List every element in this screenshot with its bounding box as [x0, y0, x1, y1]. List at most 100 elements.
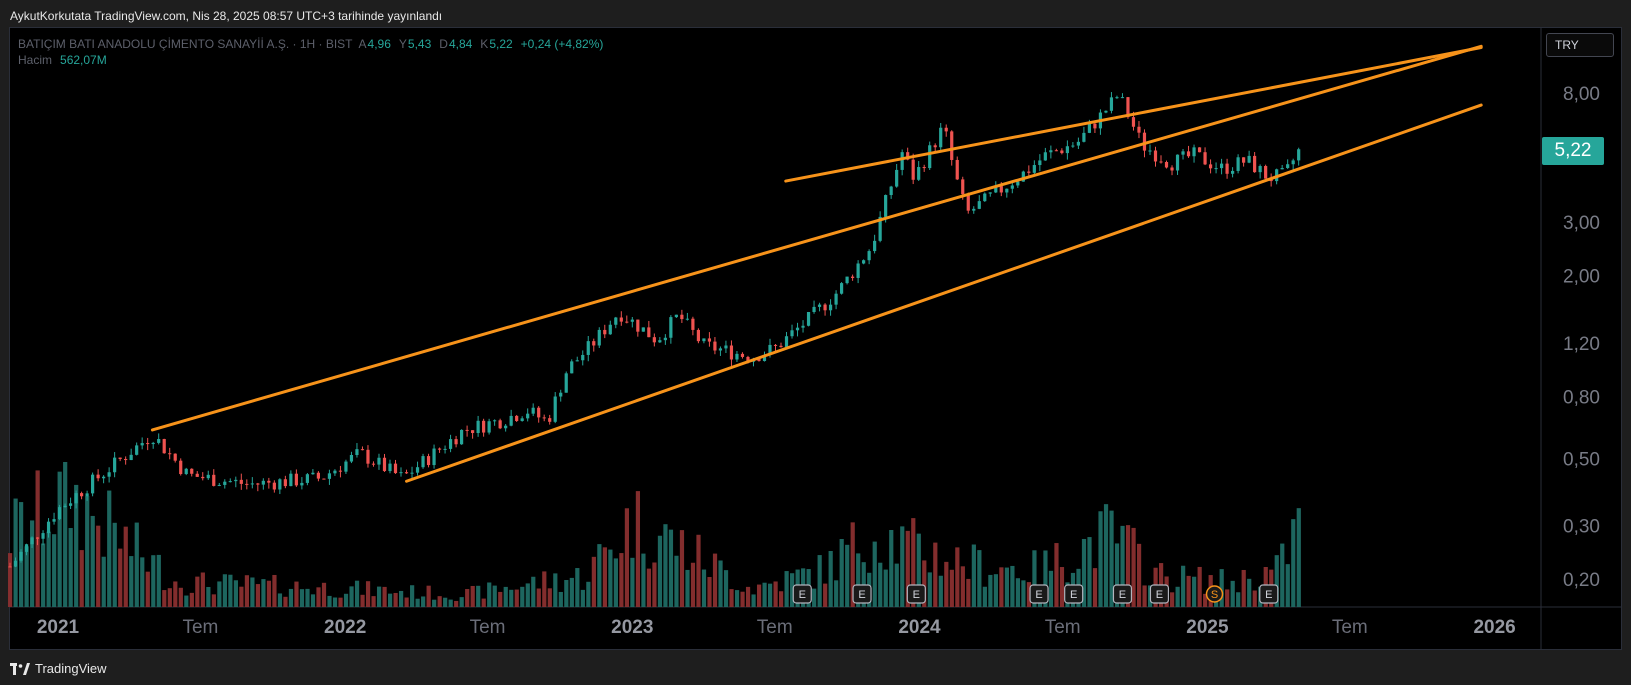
- volume-bar: [597, 544, 602, 607]
- price-axis-tick: 0,50: [1563, 449, 1600, 470]
- tradingview-brand[interactable]: TradingView: [10, 661, 107, 676]
- volume-value: 562,07M: [60, 53, 107, 67]
- price-axis-tick: 8,00: [1563, 84, 1600, 105]
- volume-bar: [68, 528, 73, 607]
- chart-legend: BATIÇIM BATI ANADOLU ÇİMENTO SANAYİİ A.Ş…: [18, 36, 603, 68]
- candle-body: [851, 276, 855, 278]
- volume-bar: [911, 518, 916, 607]
- volume-bar: [900, 526, 905, 607]
- volume-bar: [173, 581, 178, 607]
- candle-body: [1021, 171, 1025, 182]
- volume-bar: [255, 584, 261, 607]
- volume-bar: [129, 556, 134, 607]
- volume-bar: [712, 553, 718, 607]
- earnings-event-label: E: [1070, 589, 1077, 601]
- time-axis-tick: 2021: [37, 617, 80, 638]
- volume-bar: [779, 591, 784, 607]
- volume-bar: [1120, 525, 1125, 607]
- candle-body: [862, 260, 866, 264]
- volume-bar: [1015, 578, 1021, 607]
- volume-bar: [454, 600, 459, 607]
- candle-body: [724, 345, 728, 349]
- high-value: 5,43: [407, 37, 432, 51]
- earnings-event-label: E: [913, 589, 920, 601]
- volume-bar: [448, 599, 453, 607]
- volume-bar: [525, 583, 530, 607]
- volume-bar: [894, 563, 899, 607]
- volume-bar: [233, 580, 238, 607]
- volume-bar: [828, 551, 833, 607]
- volume-bar: [206, 586, 211, 607]
- candle-body: [1065, 146, 1069, 154]
- candle-body: [773, 344, 778, 346]
- candle-body: [972, 208, 976, 211]
- volume-bar: [922, 560, 927, 607]
- candle-body: [129, 454, 133, 461]
- time-axis-tick: Tem: [1332, 617, 1368, 638]
- candle-body: [900, 152, 904, 170]
- candle-body: [1032, 165, 1036, 173]
- split-event-marker: [1205, 585, 1224, 603]
- candle-body: [928, 145, 932, 169]
- volume-bar: [878, 562, 883, 607]
- volume-bar: [432, 599, 437, 607]
- volume-bar: [944, 561, 949, 607]
- trendline-2: [784, 45, 1483, 183]
- volume-bar: [674, 555, 679, 607]
- candle-body: [1264, 166, 1268, 179]
- candle-body: [729, 345, 734, 360]
- earnings-event-label: E: [858, 589, 865, 601]
- volume-bar: [195, 576, 200, 607]
- candle-body: [437, 448, 442, 450]
- volume-bar: [927, 572, 932, 607]
- candle-body: [1186, 151, 1191, 157]
- candle-body: [1071, 145, 1075, 147]
- open-value: 4,96: [367, 37, 391, 51]
- volume-bar: [646, 568, 652, 607]
- candle-body: [685, 318, 689, 320]
- candle-body: [1076, 141, 1080, 146]
- candle-body: [256, 483, 260, 485]
- volume-bar: [823, 583, 828, 607]
- volume-bar: [217, 581, 222, 607]
- volume-bar: [404, 597, 409, 607]
- volume-bar: [762, 582, 767, 607]
- candle-body: [1225, 163, 1229, 174]
- earnings-event-marker: [1112, 584, 1133, 604]
- volume-bar: [261, 579, 266, 607]
- volume-bar: [426, 585, 431, 607]
- candle-body: [999, 186, 1003, 193]
- volume-bar: [745, 586, 751, 607]
- symbol-name[interactable]: BATIÇIM BATI ANADOLU ÇİMENTO SANAYİİ A.Ş…: [18, 37, 353, 51]
- candle-body: [1230, 170, 1235, 174]
- candle-body: [13, 560, 18, 567]
- volume-bar: [514, 589, 519, 607]
- volume-bar: [101, 556, 106, 607]
- volume-bar: [46, 531, 51, 607]
- earnings-event-marker: [1029, 584, 1049, 604]
- volume-bar: [531, 576, 536, 607]
- volume-bar: [316, 587, 321, 607]
- volume-bar: [569, 577, 574, 607]
- volume-label[interactable]: Hacim: [18, 53, 53, 67]
- candle-body: [669, 317, 673, 338]
- volume-bar: [685, 569, 690, 607]
- volume-bar: [52, 534, 57, 607]
- volume-bar: [487, 582, 492, 607]
- footer-bar: [0, 650, 1631, 685]
- candle-body: [465, 429, 469, 431]
- volume-bar: [839, 539, 844, 607]
- candle-body: [746, 356, 750, 362]
- candle-body: [476, 420, 480, 434]
- volume-bar: [1087, 537, 1092, 607]
- volume-bar: [349, 586, 354, 607]
- candle-body: [509, 415, 513, 426]
- candle-body: [917, 167, 921, 180]
- candle-body: [652, 337, 656, 343]
- currency-badge[interactable]: TRY: [1546, 33, 1614, 57]
- candle-body: [768, 344, 772, 355]
- candle-body: [371, 463, 376, 465]
- candle-body: [636, 319, 640, 332]
- candle-body: [24, 544, 29, 552]
